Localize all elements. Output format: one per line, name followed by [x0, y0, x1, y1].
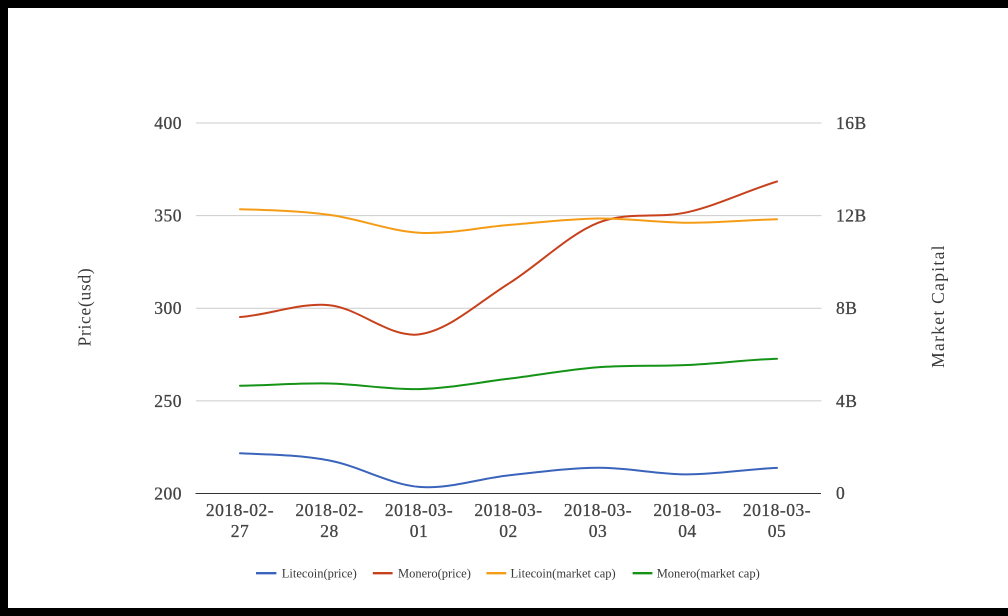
svg-text:400: 400: [154, 113, 182, 133]
svg-text:300: 300: [154, 298, 182, 318]
svg-text:2018-02-: 2018-02-: [206, 500, 274, 520]
svg-text:02: 02: [499, 521, 518, 541]
svg-text:Monero(market cap): Monero(market cap): [657, 567, 760, 581]
svg-text:200: 200: [154, 484, 182, 504]
svg-text:Litecoin(market cap): Litecoin(market cap): [511, 567, 616, 581]
svg-text:2018-03-: 2018-03-: [385, 500, 453, 520]
svg-text:0: 0: [836, 483, 845, 503]
svg-text:8B: 8B: [836, 298, 857, 318]
svg-text:Price(usd): Price(usd): [75, 268, 95, 347]
svg-text:12B: 12B: [836, 206, 867, 226]
svg-text:4B: 4B: [836, 391, 857, 411]
svg-text:05: 05: [768, 521, 787, 541]
svg-text:01: 01: [410, 521, 429, 541]
svg-text:2018-03-: 2018-03-: [564, 500, 632, 520]
svg-text:04: 04: [678, 521, 697, 541]
svg-text:16B: 16B: [836, 113, 867, 133]
svg-text:2018-03-: 2018-03-: [474, 500, 542, 520]
svg-text:2018-03-: 2018-03-: [743, 500, 811, 520]
svg-text:250: 250: [154, 391, 182, 411]
svg-text:28: 28: [320, 521, 339, 541]
svg-text:27: 27: [231, 521, 250, 541]
svg-text:2018-02-: 2018-02-: [295, 500, 363, 520]
svg-text:03: 03: [589, 521, 608, 541]
svg-text:Monero(price): Monero(price): [398, 567, 471, 581]
svg-text:Litecoin(price): Litecoin(price): [282, 567, 357, 581]
svg-text:350: 350: [154, 206, 182, 226]
svg-text:Market Capital: Market Capital: [928, 244, 948, 368]
svg-text:2018-03-: 2018-03-: [653, 500, 721, 520]
